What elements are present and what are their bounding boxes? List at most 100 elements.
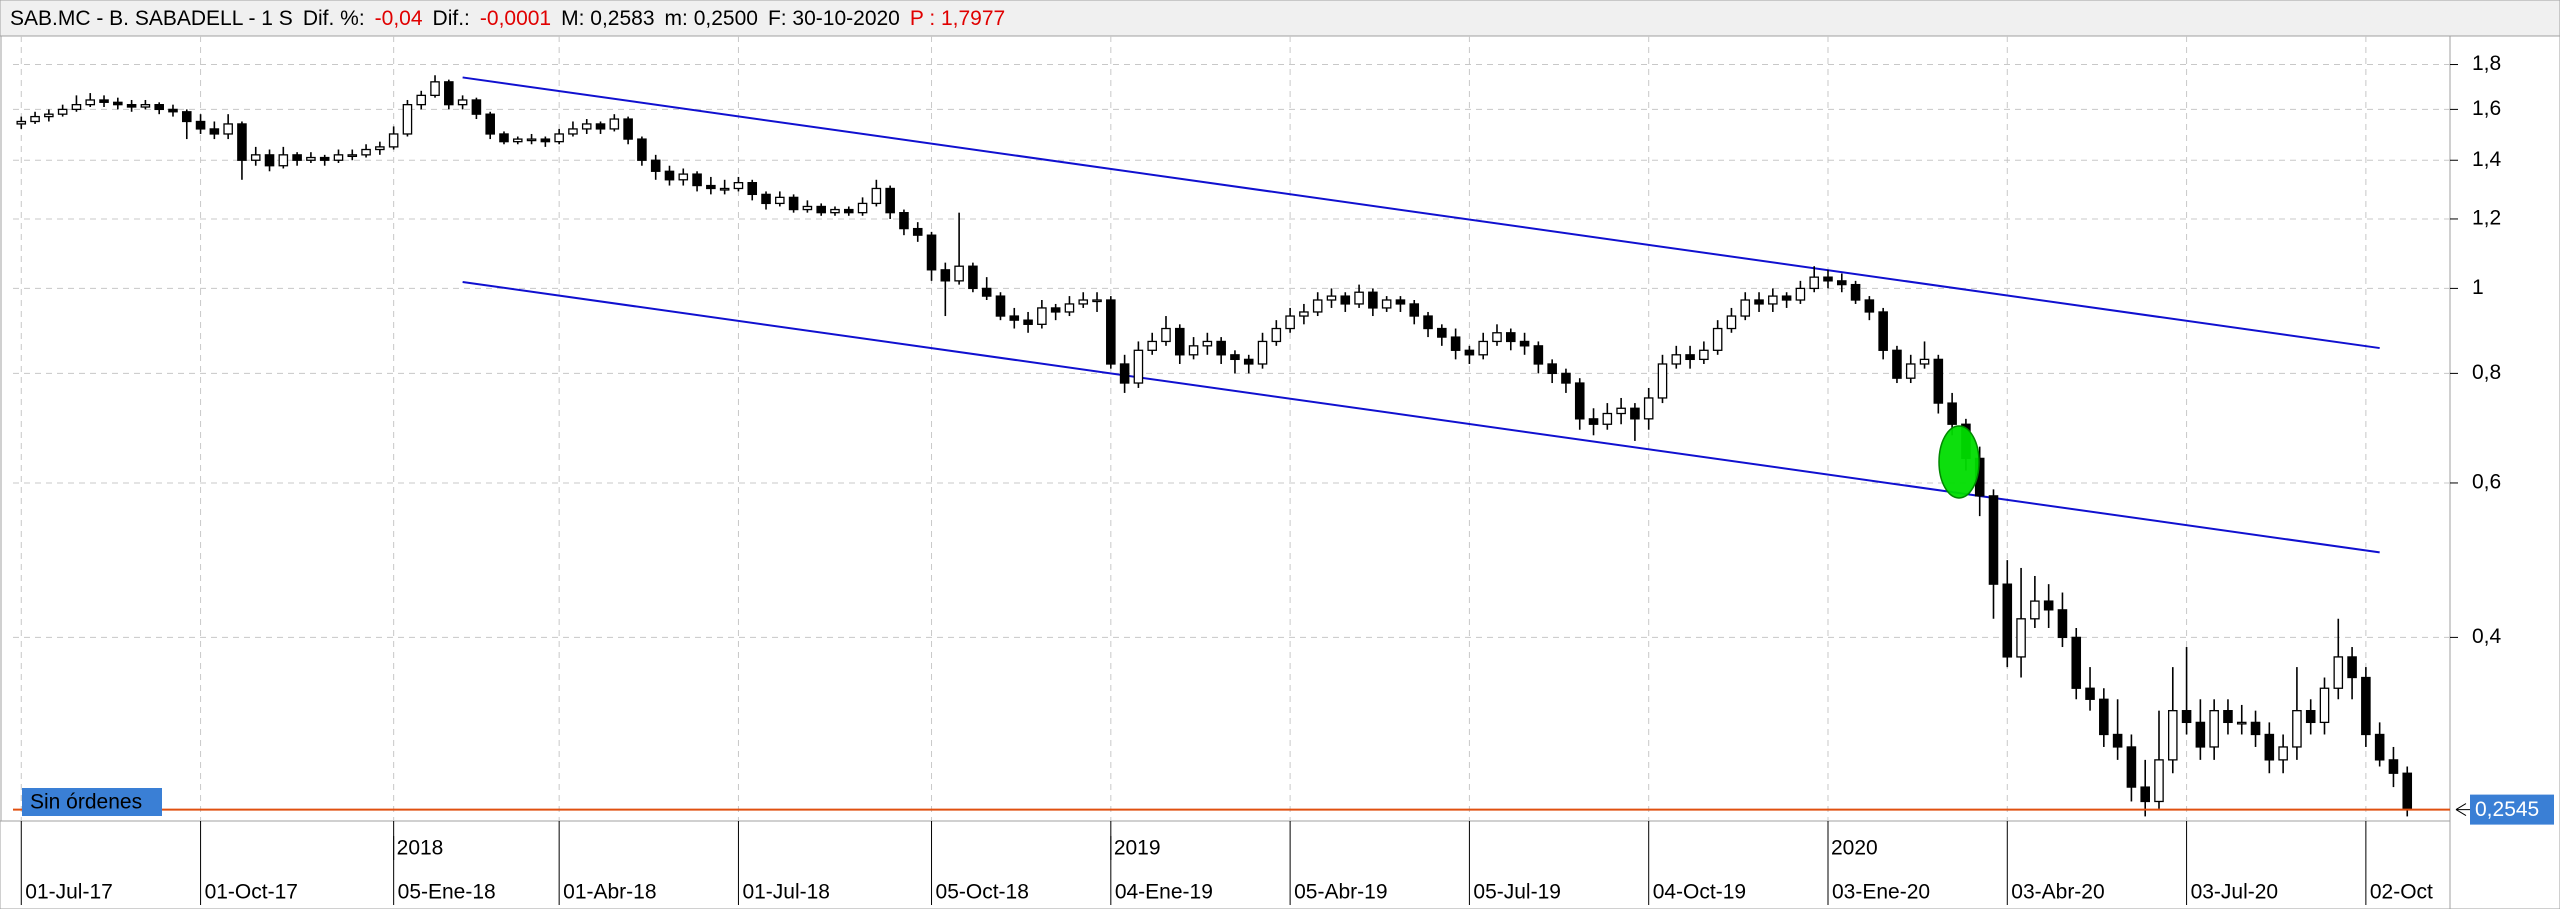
candle-body bbox=[2209, 710, 2219, 748]
candle-body bbox=[2388, 759, 2399, 774]
candle-body bbox=[2195, 721, 2206, 748]
candle-body bbox=[16, 120, 27, 125]
candle-body bbox=[416, 94, 427, 106]
candle-body bbox=[154, 104, 164, 111]
candle-body bbox=[30, 115, 40, 123]
candle-body bbox=[1505, 332, 1516, 343]
candle-body bbox=[1354, 291, 1364, 305]
candle-body bbox=[912, 227, 923, 236]
x-tick-label: 05-Abr-19 bbox=[1294, 881, 1387, 904]
header-item: F: 30-10-2020 bbox=[768, 7, 900, 30]
candle-body bbox=[306, 156, 316, 161]
x-tick-label: 01-Oct-17 bbox=[205, 881, 298, 904]
candle-body bbox=[1561, 372, 1571, 384]
candle-body bbox=[1795, 287, 1806, 301]
candle-body bbox=[1326, 295, 1337, 301]
candle-body bbox=[1933, 358, 1944, 404]
candle-body bbox=[2361, 676, 2371, 736]
candle-body bbox=[650, 159, 661, 172]
candle-body bbox=[637, 138, 647, 161]
candle-body bbox=[1519, 340, 1530, 347]
candle-body bbox=[706, 184, 716, 190]
candle-body bbox=[1064, 303, 1075, 313]
candle-body bbox=[113, 101, 123, 106]
year-label: 2019 bbox=[1114, 837, 1161, 860]
candle-body bbox=[2181, 710, 2192, 724]
x-tick-label: 03-Abr-20 bbox=[2011, 881, 2104, 904]
candle-body bbox=[57, 108, 68, 115]
candle-body bbox=[457, 99, 468, 106]
candle-body bbox=[347, 154, 358, 157]
header-item: m: 0,2500 bbox=[665, 7, 758, 30]
candle-body bbox=[1133, 349, 1144, 384]
candle-body bbox=[2347, 656, 2357, 679]
candle-body bbox=[940, 269, 951, 282]
candle-body bbox=[1037, 307, 1047, 325]
candle-body bbox=[843, 208, 854, 214]
candle-body bbox=[1078, 299, 1089, 305]
candle-body bbox=[1119, 363, 1130, 384]
candle-body bbox=[1836, 280, 1847, 286]
candle-body bbox=[899, 212, 909, 230]
candle-body bbox=[1588, 418, 1599, 425]
price-label: 0,2545 bbox=[2475, 798, 2539, 821]
candle-body bbox=[1892, 349, 1902, 379]
candle-body bbox=[1423, 315, 1433, 330]
candle-body bbox=[623, 118, 633, 140]
header-item: -0,04 bbox=[375, 7, 423, 30]
candle-body bbox=[1712, 327, 1723, 351]
candle-body bbox=[430, 81, 440, 97]
candle-body bbox=[512, 138, 523, 143]
candle-body bbox=[1630, 407, 1640, 420]
candle-body bbox=[995, 295, 1006, 317]
candle-body bbox=[2292, 710, 2302, 748]
candle-body bbox=[568, 128, 578, 135]
x-tick-label: 05-Jul-19 bbox=[1473, 881, 1561, 904]
candle-body bbox=[2223, 710, 2233, 724]
candle-body bbox=[1616, 407, 1626, 415]
candle-body bbox=[775, 196, 785, 205]
candle-body bbox=[816, 205, 826, 214]
candle-body bbox=[885, 187, 895, 214]
chart-title: SAB.MC - B. SABADELL - 1 S Dif. %: -0,04 Di… bbox=[10, 7, 1005, 30]
x-tick-label: 01-Jul-18 bbox=[742, 881, 830, 904]
candle-body bbox=[2140, 786, 2150, 803]
candle-body bbox=[830, 208, 840, 214]
candle-body bbox=[223, 123, 233, 135]
candle-body bbox=[747, 182, 758, 196]
candle-body bbox=[2333, 656, 2344, 689]
candle-body bbox=[44, 113, 54, 118]
candle-body bbox=[1850, 283, 1861, 301]
candle-body bbox=[2305, 710, 2316, 724]
candle-body bbox=[1106, 299, 1116, 365]
candle-body bbox=[181, 111, 192, 123]
y-tick-label: 0,8 bbox=[2472, 361, 2501, 384]
candle-body bbox=[581, 123, 592, 130]
candle-body bbox=[1864, 299, 1875, 313]
candle-body bbox=[2002, 583, 2013, 658]
candle-body bbox=[1685, 354, 1695, 361]
candle-body bbox=[2264, 733, 2275, 761]
candle-body bbox=[1919, 358, 1930, 365]
candle-body bbox=[1230, 354, 1240, 361]
candle-body bbox=[1450, 336, 1461, 351]
x-axis-panel bbox=[0, 820, 2451, 909]
candle-body bbox=[1947, 402, 1957, 425]
header-item: P : 1,7977 bbox=[910, 7, 1005, 30]
candle-body bbox=[1368, 291, 1378, 309]
candle-body bbox=[1643, 397, 1654, 420]
candle-body bbox=[857, 202, 868, 214]
candle-body bbox=[788, 196, 799, 211]
candle-body bbox=[1809, 276, 1819, 290]
candle-body bbox=[85, 99, 96, 106]
candle-body bbox=[954, 265, 964, 282]
candle-body bbox=[526, 138, 537, 142]
candle-body bbox=[1202, 340, 1213, 347]
candle-body bbox=[1699, 349, 1709, 361]
trend-lines bbox=[462, 76, 2380, 554]
header-item: M: 0,2583 bbox=[561, 7, 654, 30]
candle-body bbox=[1257, 340, 1268, 365]
candle-body bbox=[1464, 349, 1475, 356]
candle-body bbox=[2402, 772, 2413, 811]
